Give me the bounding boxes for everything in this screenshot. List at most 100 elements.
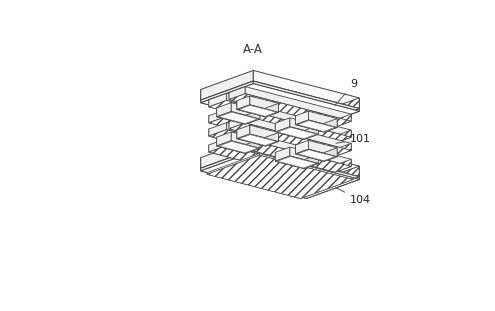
Polygon shape <box>201 158 307 196</box>
Polygon shape <box>245 132 351 166</box>
Polygon shape <box>315 166 333 179</box>
Polygon shape <box>217 137 246 153</box>
Polygon shape <box>308 111 337 128</box>
Polygon shape <box>219 112 258 123</box>
Polygon shape <box>296 149 337 161</box>
Polygon shape <box>209 116 315 150</box>
Polygon shape <box>217 108 246 124</box>
Polygon shape <box>275 147 290 161</box>
Polygon shape <box>239 105 277 116</box>
Text: 104: 104 <box>336 188 371 205</box>
Polygon shape <box>253 149 359 179</box>
Polygon shape <box>229 139 351 172</box>
Polygon shape <box>229 92 335 127</box>
Polygon shape <box>297 150 335 161</box>
Polygon shape <box>209 145 315 179</box>
Polygon shape <box>229 138 335 172</box>
Polygon shape <box>207 173 300 198</box>
Polygon shape <box>246 139 260 153</box>
Polygon shape <box>229 132 245 145</box>
Polygon shape <box>229 122 335 156</box>
Polygon shape <box>275 127 319 139</box>
Polygon shape <box>229 110 351 143</box>
Polygon shape <box>209 129 315 164</box>
Polygon shape <box>307 109 359 130</box>
Polygon shape <box>277 156 316 168</box>
Polygon shape <box>245 87 351 121</box>
Polygon shape <box>231 103 260 119</box>
Polygon shape <box>217 141 260 153</box>
Polygon shape <box>308 140 337 157</box>
Text: 101: 101 <box>336 134 371 144</box>
Polygon shape <box>229 94 351 127</box>
Polygon shape <box>296 120 337 132</box>
Polygon shape <box>266 103 279 117</box>
Polygon shape <box>253 81 359 111</box>
Polygon shape <box>250 125 279 142</box>
Polygon shape <box>307 98 359 128</box>
Polygon shape <box>307 177 359 198</box>
Polygon shape <box>207 155 353 198</box>
Polygon shape <box>201 70 253 100</box>
Polygon shape <box>266 132 279 146</box>
Polygon shape <box>201 152 359 198</box>
Polygon shape <box>209 146 333 179</box>
Polygon shape <box>229 109 335 143</box>
Polygon shape <box>253 139 359 177</box>
Polygon shape <box>227 123 333 157</box>
Polygon shape <box>217 112 260 124</box>
Polygon shape <box>207 154 259 174</box>
Polygon shape <box>201 149 253 171</box>
Polygon shape <box>201 139 253 168</box>
Polygon shape <box>335 143 351 156</box>
Polygon shape <box>201 168 307 198</box>
Polygon shape <box>315 137 333 150</box>
Polygon shape <box>209 109 227 123</box>
Polygon shape <box>209 100 333 134</box>
Polygon shape <box>259 154 353 179</box>
Text: A-A: A-A <box>244 43 263 56</box>
Polygon shape <box>201 100 307 130</box>
Polygon shape <box>209 100 315 134</box>
Polygon shape <box>297 121 335 132</box>
Polygon shape <box>275 152 304 169</box>
Polygon shape <box>275 118 290 132</box>
Polygon shape <box>335 114 351 127</box>
Polygon shape <box>239 135 277 146</box>
Polygon shape <box>237 125 250 139</box>
Polygon shape <box>231 132 260 148</box>
Polygon shape <box>296 145 324 161</box>
Polygon shape <box>237 130 266 146</box>
Polygon shape <box>229 123 351 156</box>
Polygon shape <box>237 105 279 117</box>
Polygon shape <box>296 140 308 154</box>
Polygon shape <box>237 96 250 109</box>
Polygon shape <box>335 130 351 143</box>
Polygon shape <box>219 141 258 153</box>
Polygon shape <box>201 84 359 130</box>
Polygon shape <box>209 116 333 150</box>
Polygon shape <box>201 149 359 196</box>
Polygon shape <box>245 103 351 137</box>
Polygon shape <box>201 81 253 103</box>
Polygon shape <box>201 81 359 128</box>
Polygon shape <box>290 118 319 134</box>
Polygon shape <box>304 155 319 169</box>
Text: 9: 9 <box>335 79 357 105</box>
Polygon shape <box>227 93 333 128</box>
Polygon shape <box>275 156 319 169</box>
Polygon shape <box>304 125 319 139</box>
Polygon shape <box>237 100 266 117</box>
Polygon shape <box>307 166 359 196</box>
Polygon shape <box>245 116 351 151</box>
Polygon shape <box>296 116 324 132</box>
Polygon shape <box>209 93 227 107</box>
Polygon shape <box>324 148 337 161</box>
Polygon shape <box>324 118 337 132</box>
Polygon shape <box>296 111 308 125</box>
Polygon shape <box>246 110 260 124</box>
Polygon shape <box>229 103 245 115</box>
Polygon shape <box>229 116 245 129</box>
Polygon shape <box>227 138 333 173</box>
Polygon shape <box>253 70 359 109</box>
